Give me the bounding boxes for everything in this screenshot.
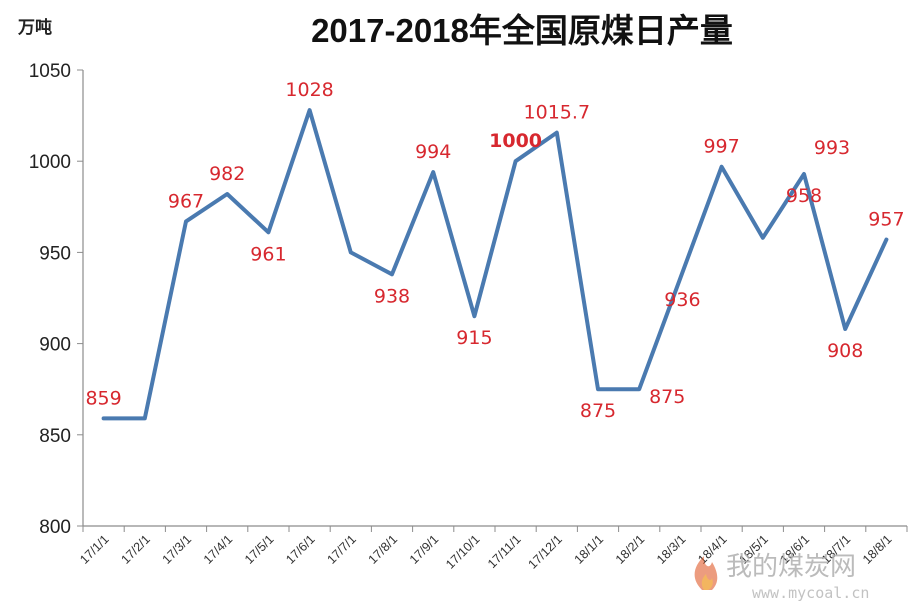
- data-point: [143, 416, 147, 420]
- data-label: 997: [703, 136, 739, 158]
- watermark-url: www.mycoal.cn: [752, 584, 869, 602]
- data-point: [884, 238, 888, 242]
- data-point: [349, 250, 353, 254]
- data-label: 967: [168, 190, 204, 212]
- data-point: [720, 165, 724, 169]
- y-tick-label: 1000: [29, 152, 71, 173]
- data-label: 1028: [285, 79, 333, 101]
- data-label: 957: [868, 209, 904, 231]
- data-label: 859: [85, 387, 121, 409]
- data-point: [308, 108, 312, 112]
- data-label: 994: [415, 141, 451, 163]
- data-label: 958: [786, 185, 822, 207]
- y-tick-label: 1050: [29, 61, 71, 82]
- data-point: [514, 159, 518, 163]
- data-label: 1015.7: [524, 102, 590, 124]
- series-line: [101, 108, 889, 421]
- y-tick-label: 900: [39, 335, 71, 356]
- data-point: [184, 219, 188, 223]
- data-point: [390, 272, 394, 276]
- data-point: [555, 131, 559, 135]
- y-tick-label: 950: [39, 243, 71, 264]
- data-point: [102, 416, 106, 420]
- y-tick-labels: 800 850 900 950 1000 1050: [29, 61, 71, 538]
- data-label: 875: [649, 386, 685, 408]
- data-point: [596, 387, 600, 391]
- data-label: 936: [664, 289, 700, 311]
- data-label: 961: [250, 243, 286, 265]
- data-label: 1000: [489, 130, 542, 152]
- data-label: 982: [209, 163, 245, 185]
- data-label: 915: [456, 327, 492, 349]
- data-point: [637, 387, 641, 391]
- data-point: [472, 314, 476, 318]
- y-tick-label: 850: [39, 426, 71, 447]
- y-tick-label: 800: [39, 517, 71, 538]
- data-label: 993: [814, 137, 850, 159]
- data-point: [266, 230, 270, 234]
- data-point: [431, 170, 435, 174]
- data-point: [802, 172, 806, 176]
- watermark: 我的煤炭网 www.mycoal.cn: [694, 552, 869, 602]
- watermark-text: 我的煤炭网: [726, 552, 856, 582]
- data-point: [761, 236, 765, 240]
- data-label: 908: [827, 340, 863, 362]
- series-polyline: [101, 108, 889, 421]
- chart-title: 2017-2018年全国原煤日产量: [311, 12, 733, 49]
- axes: [77, 69, 908, 532]
- data-label: 938: [374, 285, 410, 307]
- data-point: [843, 327, 847, 331]
- data-label: 875: [580, 400, 616, 422]
- y-unit-label: 万吨: [17, 17, 52, 38]
- flame-logo-icon: [694, 556, 718, 590]
- data-point: [678, 276, 682, 280]
- data-point: [225, 192, 229, 196]
